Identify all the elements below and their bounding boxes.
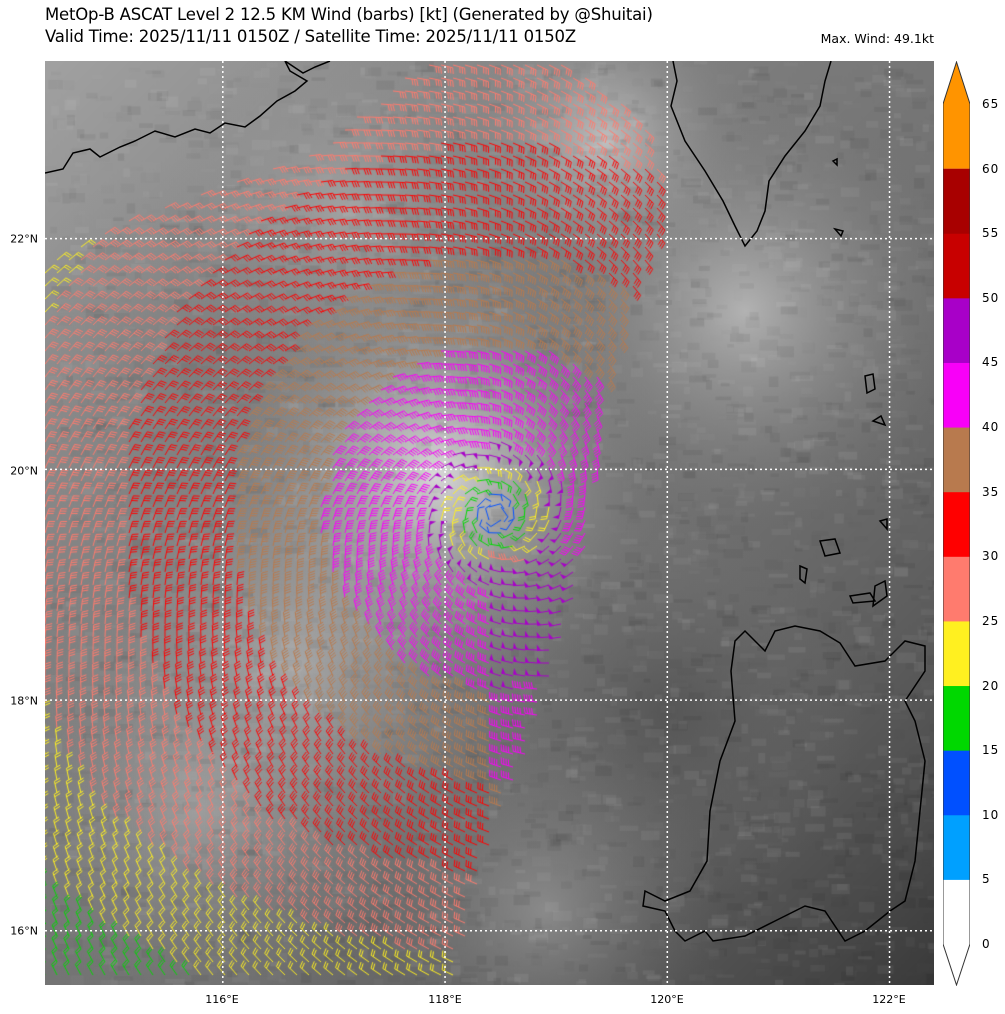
coastline-luzon <box>642 625 926 942</box>
lon-label-120: 120°E <box>650 993 684 1006</box>
colorbar-tick-25: 25 <box>982 613 1000 628</box>
lon-label-122: 122°E <box>872 993 906 1006</box>
wind-barbs-layer <box>45 61 934 985</box>
colorbar-segment-15 <box>943 685 970 751</box>
colorbar-tick-55: 55 <box>982 226 1000 241</box>
colorbar-tick-10: 10 <box>982 807 1000 822</box>
lat-label-16: 16°N <box>10 924 38 938</box>
colorbar-segment-0 <box>943 879 970 985</box>
colorbar-segment-55 <box>943 168 970 234</box>
colorbar-segment-35 <box>943 427 970 493</box>
colorbar-tick-40: 40 <box>982 420 1000 435</box>
chart-subtitle: Valid Time: 2025/11/11 0150Z / Satellite… <box>45 27 576 46</box>
max-wind-label: Max. Wind: 49.1kt <box>820 31 934 46</box>
colorbar-tick-0: 0 <box>982 937 991 951</box>
lat-label-20: 20°N <box>10 464 38 478</box>
colorbar-segment-60 <box>943 62 970 169</box>
lon-label-116: 116°E <box>205 993 239 1006</box>
colorbar <box>943 61 970 986</box>
colorbar-tick-30: 30 <box>982 549 1000 564</box>
colorbar-tick-35: 35 <box>982 484 1000 499</box>
colorbar-segment-20 <box>943 620 970 687</box>
gridlines <box>45 61 934 985</box>
colorbar-tick-60: 60 <box>982 161 1000 176</box>
colorbar-segment-50 <box>943 233 970 299</box>
lat-label-18: 18°N <box>10 694 38 708</box>
colorbar-segment-45 <box>943 297 970 363</box>
colorbar-tick-45: 45 <box>982 355 1000 370</box>
colorbar-segment-40 <box>943 362 970 428</box>
coastline-china <box>45 61 309 174</box>
colorbar-segment-5 <box>943 814 970 880</box>
lon-label-118: 118°E <box>428 993 462 1006</box>
colorbar-segment-30 <box>943 491 970 557</box>
colorbar-tick-5: 5 <box>982 872 991 887</box>
chart-title: MetOp-B ASCAT Level 2 12.5 KM Wind (barb… <box>45 5 653 24</box>
colorbar-segment-10 <box>943 750 970 816</box>
colorbar-tick-15: 15 <box>982 743 1000 758</box>
colorbar-tick-65: 65 <box>982 97 1000 111</box>
coastline-china-2 <box>284 61 331 74</box>
colorbar-tick-20: 20 <box>982 678 1000 693</box>
map-panel <box>45 61 934 985</box>
coastline-island <box>799 157 888 608</box>
colorbar-outline <box>943 61 970 986</box>
colorbar-tick-50: 50 <box>982 290 1000 305</box>
lat-label-22: 22°N <box>10 232 38 246</box>
colorbar-segment-25 <box>943 556 970 622</box>
